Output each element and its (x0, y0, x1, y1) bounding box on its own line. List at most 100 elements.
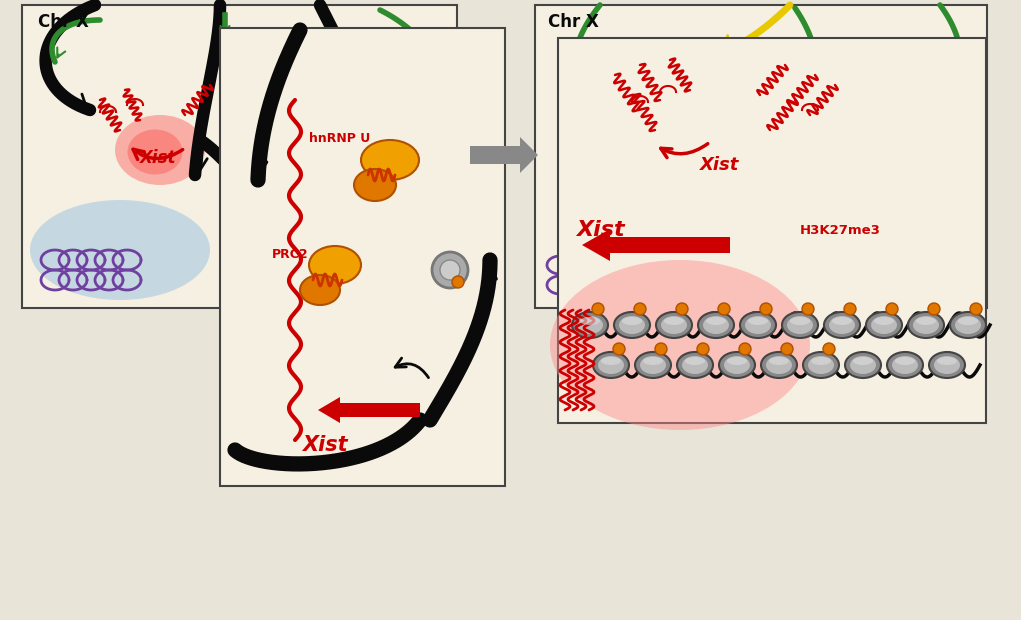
Ellipse shape (850, 356, 876, 374)
Ellipse shape (895, 357, 915, 365)
Ellipse shape (808, 356, 834, 374)
Ellipse shape (727, 357, 747, 365)
Ellipse shape (309, 246, 361, 284)
Ellipse shape (748, 317, 768, 325)
Ellipse shape (706, 317, 726, 325)
Ellipse shape (934, 356, 960, 374)
Ellipse shape (871, 316, 897, 334)
Ellipse shape (593, 352, 629, 378)
Ellipse shape (887, 352, 923, 378)
Ellipse shape (601, 357, 621, 365)
Ellipse shape (908, 312, 944, 338)
Ellipse shape (874, 317, 894, 325)
Circle shape (634, 303, 646, 315)
Text: Xist: Xist (576, 220, 624, 240)
Ellipse shape (824, 312, 860, 338)
Circle shape (718, 303, 730, 315)
Circle shape (739, 343, 751, 355)
Ellipse shape (619, 316, 645, 334)
Ellipse shape (635, 352, 671, 378)
Text: hnRNP U: hnRNP U (309, 131, 371, 144)
Ellipse shape (782, 312, 818, 338)
Ellipse shape (845, 352, 881, 378)
Ellipse shape (761, 352, 797, 378)
Circle shape (676, 303, 688, 315)
Ellipse shape (703, 316, 729, 334)
Ellipse shape (740, 312, 776, 338)
Text: Chr X: Chr X (548, 13, 599, 31)
Ellipse shape (661, 316, 687, 334)
Ellipse shape (803, 352, 839, 378)
FancyArrow shape (318, 397, 420, 423)
Ellipse shape (929, 352, 965, 378)
Ellipse shape (724, 356, 750, 374)
Circle shape (886, 303, 898, 315)
Ellipse shape (682, 356, 708, 374)
Circle shape (697, 343, 709, 355)
Ellipse shape (550, 260, 810, 430)
Bar (220, 28, 505, 486)
FancyArrow shape (582, 229, 730, 261)
Ellipse shape (657, 312, 692, 338)
Ellipse shape (790, 317, 810, 325)
Ellipse shape (614, 312, 650, 338)
Ellipse shape (664, 317, 684, 325)
Ellipse shape (892, 356, 918, 374)
Ellipse shape (769, 357, 789, 365)
Circle shape (452, 276, 464, 288)
Ellipse shape (913, 316, 939, 334)
Circle shape (655, 343, 667, 355)
Ellipse shape (660, 115, 780, 215)
Circle shape (781, 343, 793, 355)
Circle shape (823, 343, 835, 355)
Ellipse shape (300, 275, 340, 305)
Circle shape (613, 343, 625, 355)
Ellipse shape (115, 115, 205, 185)
Ellipse shape (811, 357, 831, 365)
Ellipse shape (937, 357, 957, 365)
Circle shape (928, 303, 940, 315)
Ellipse shape (698, 312, 734, 338)
Ellipse shape (361, 140, 419, 180)
Ellipse shape (866, 312, 902, 338)
Ellipse shape (630, 100, 810, 240)
Ellipse shape (950, 312, 986, 338)
Ellipse shape (577, 316, 603, 334)
Circle shape (432, 252, 468, 288)
Ellipse shape (572, 312, 607, 338)
Ellipse shape (580, 317, 600, 325)
Bar (535, 5, 987, 308)
Ellipse shape (354, 169, 396, 201)
Text: Chr X: Chr X (38, 13, 89, 31)
Ellipse shape (128, 130, 183, 174)
Circle shape (760, 303, 772, 315)
Bar (22, 5, 457, 308)
Ellipse shape (955, 316, 981, 334)
Ellipse shape (598, 356, 624, 374)
Text: Xist: Xist (302, 435, 348, 455)
Ellipse shape (832, 317, 852, 325)
Circle shape (970, 303, 982, 315)
Text: Xist: Xist (140, 149, 177, 167)
Ellipse shape (30, 200, 210, 300)
Ellipse shape (916, 317, 936, 325)
Ellipse shape (766, 356, 792, 374)
Ellipse shape (958, 317, 978, 325)
Ellipse shape (640, 356, 666, 374)
Ellipse shape (745, 316, 771, 334)
Ellipse shape (719, 352, 755, 378)
Ellipse shape (853, 357, 873, 365)
Ellipse shape (685, 357, 704, 365)
Circle shape (844, 303, 856, 315)
Text: H3K27me3: H3K27me3 (799, 223, 880, 236)
Ellipse shape (643, 357, 663, 365)
Circle shape (803, 303, 814, 315)
Ellipse shape (750, 205, 950, 295)
Ellipse shape (787, 316, 813, 334)
FancyArrow shape (470, 137, 538, 173)
Circle shape (440, 260, 460, 280)
Ellipse shape (829, 316, 855, 334)
Ellipse shape (677, 352, 713, 378)
Text: PRC2: PRC2 (272, 249, 308, 262)
Circle shape (592, 303, 604, 315)
